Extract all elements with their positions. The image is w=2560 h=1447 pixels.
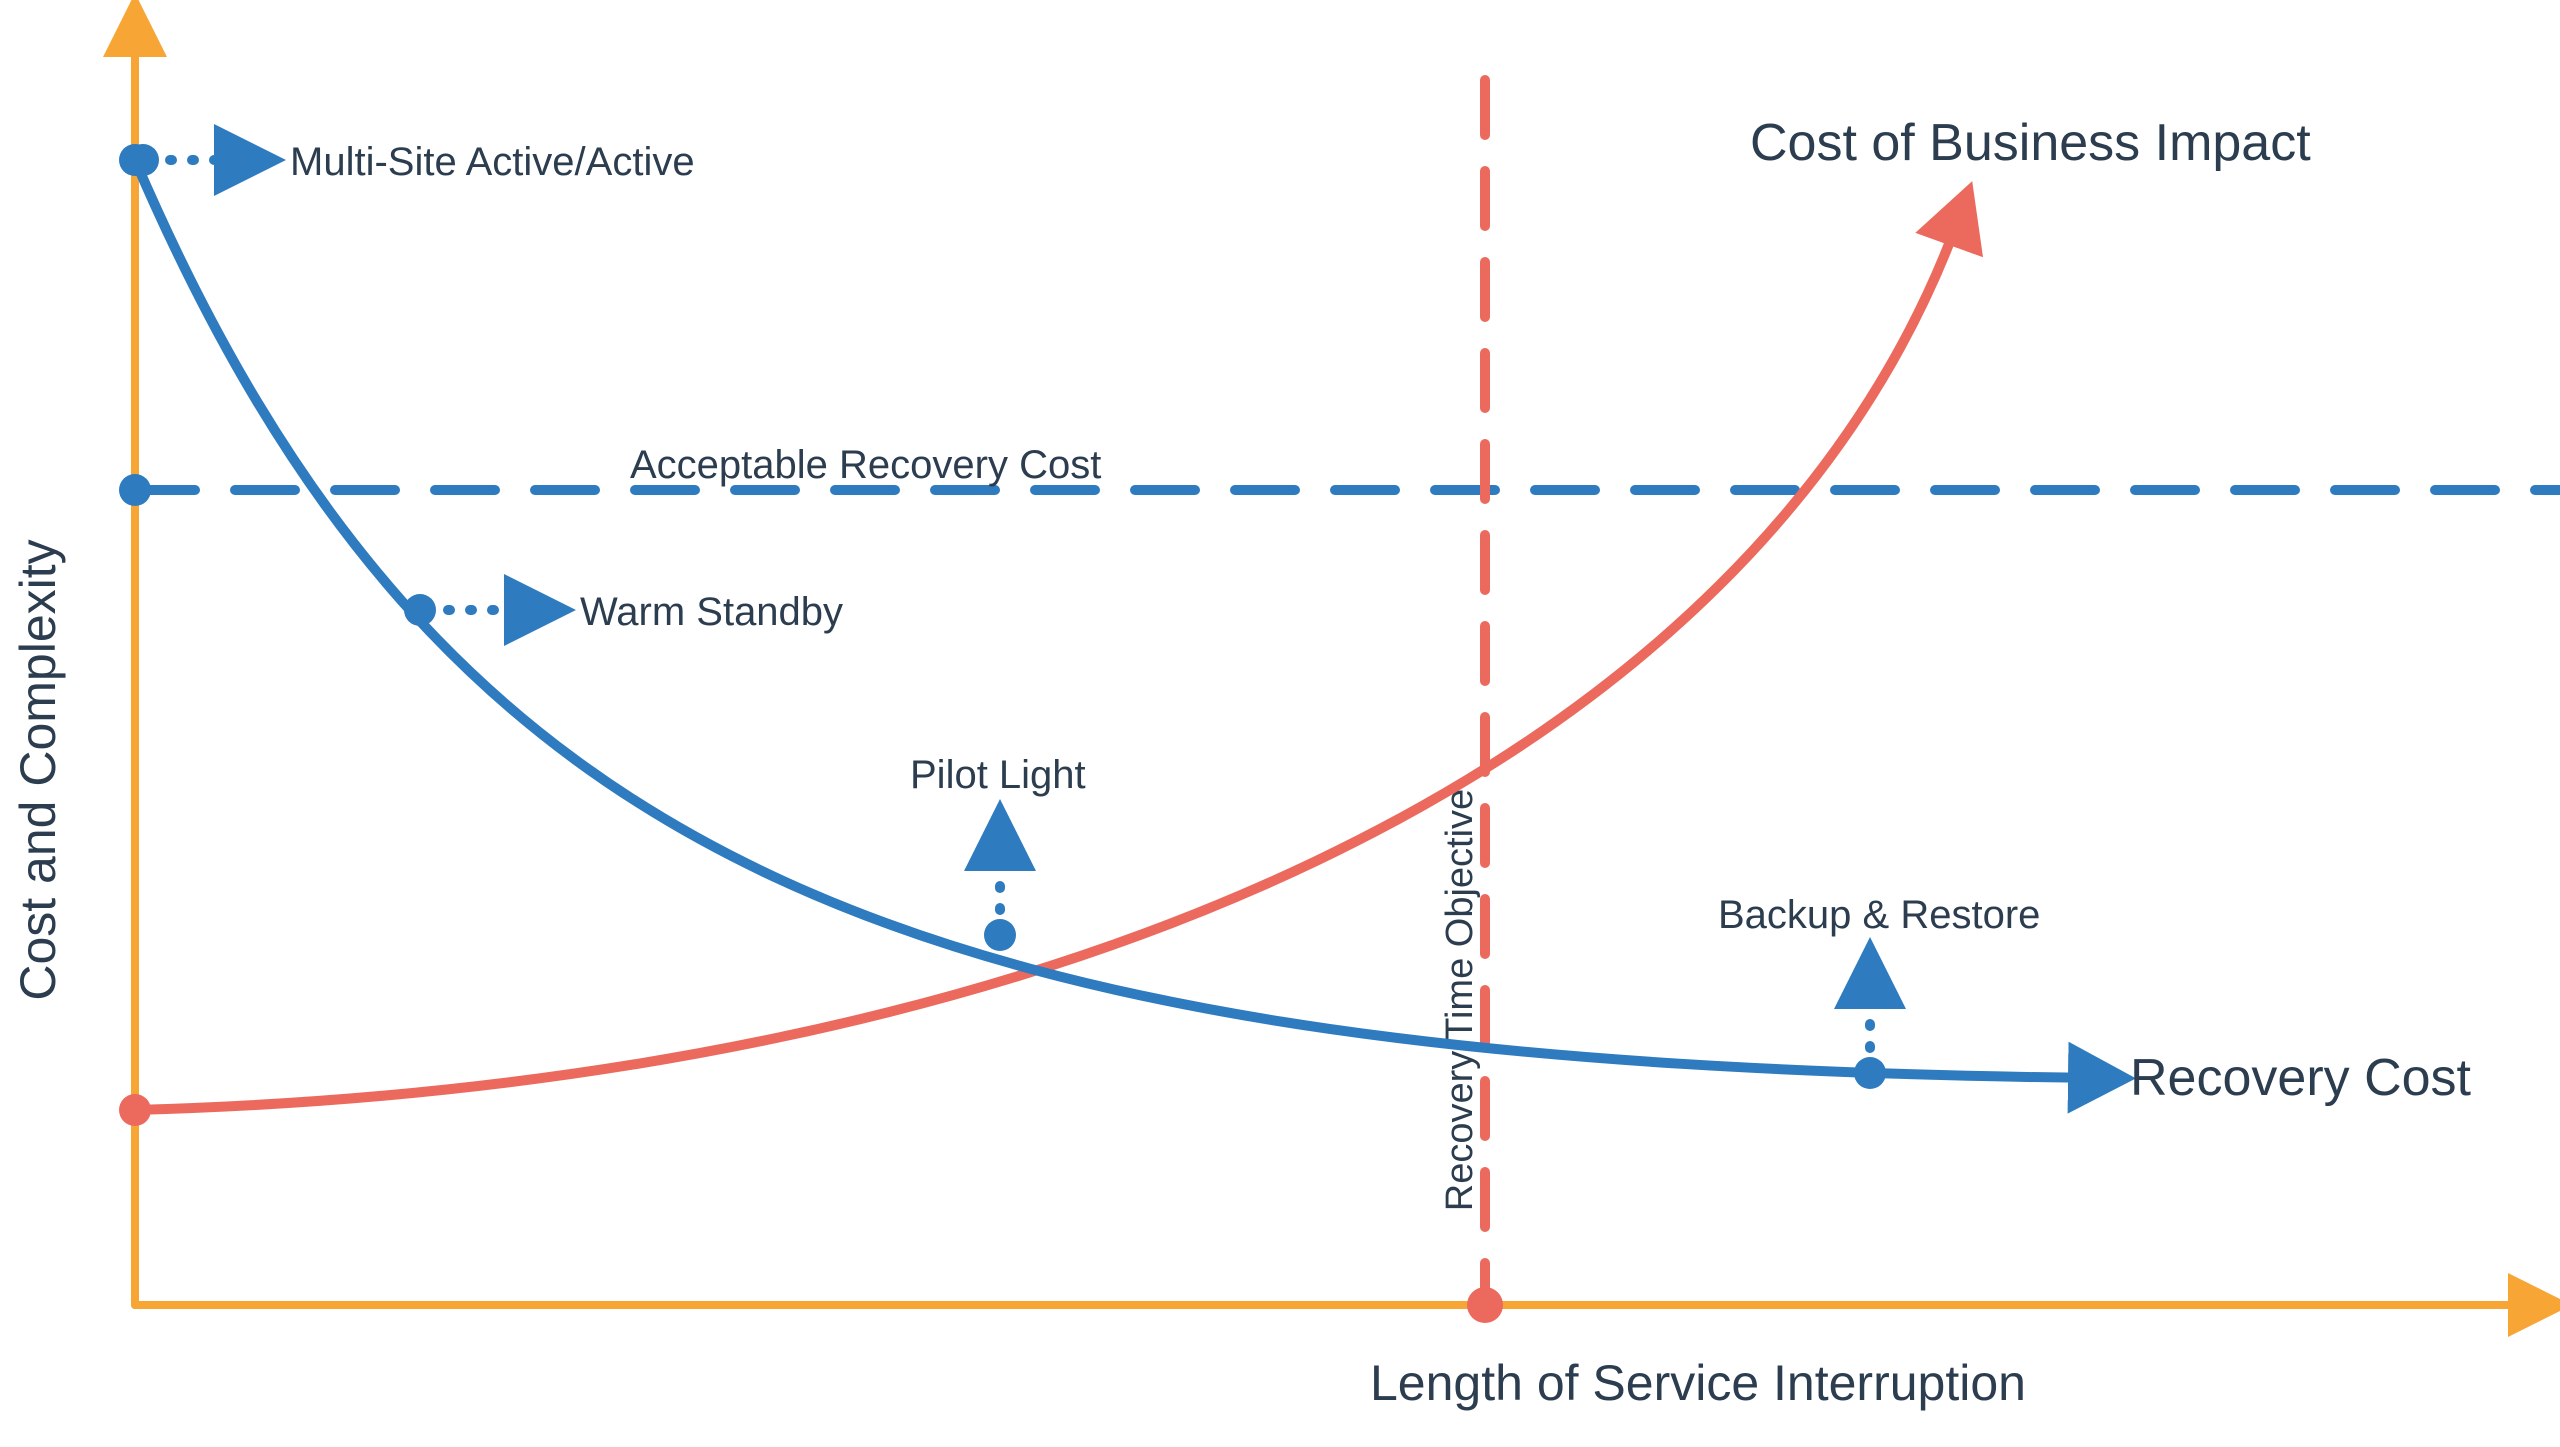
business-impact-curve: Cost of Business Impact [119,114,2311,1126]
acceptable-recovery-cost-line: Acceptable Recovery Cost [119,443,2560,506]
dr-cost-chart: Cost and Complexity Length of Service In… [0,0,2560,1447]
x-axis-label: Length of Service Interruption [1370,1355,2026,1411]
acceptable-cost-label: Acceptable Recovery Cost [630,443,1101,487]
pilot-light-point [984,919,1016,951]
warm-standby-point [404,594,436,626]
recovery-time-objective-line: Recovery Time Objective [1439,80,1503,1323]
rto-label: Recovery Time Objective [1439,789,1481,1211]
multi-site-point [127,144,159,176]
recovery-points: Multi-Site Active/Active Warm Standby Pilo… [127,140,2040,1089]
pilot-light-label: Pilot Light [910,753,1086,797]
backup-restore-label: Backup & Restore [1718,893,2040,937]
rto-origin-dot [1467,1287,1503,1323]
impact-curve-label: Cost of Business Impact [1750,114,2311,172]
y-axis-label: Cost and Complexity [10,539,66,1000]
multi-site-label: Multi-Site Active/Active [290,140,695,184]
recovery-curve-label: Recovery Cost [2130,1049,2472,1107]
backup-restore-point [1854,1057,1886,1089]
recovery-cost-curve: Recovery Cost Multi-Site Active/Active Wa… [119,140,2472,1107]
axes: Cost and Complexity Length of Service In… [10,25,2540,1411]
warm-standby-label: Warm Standby [580,590,843,634]
